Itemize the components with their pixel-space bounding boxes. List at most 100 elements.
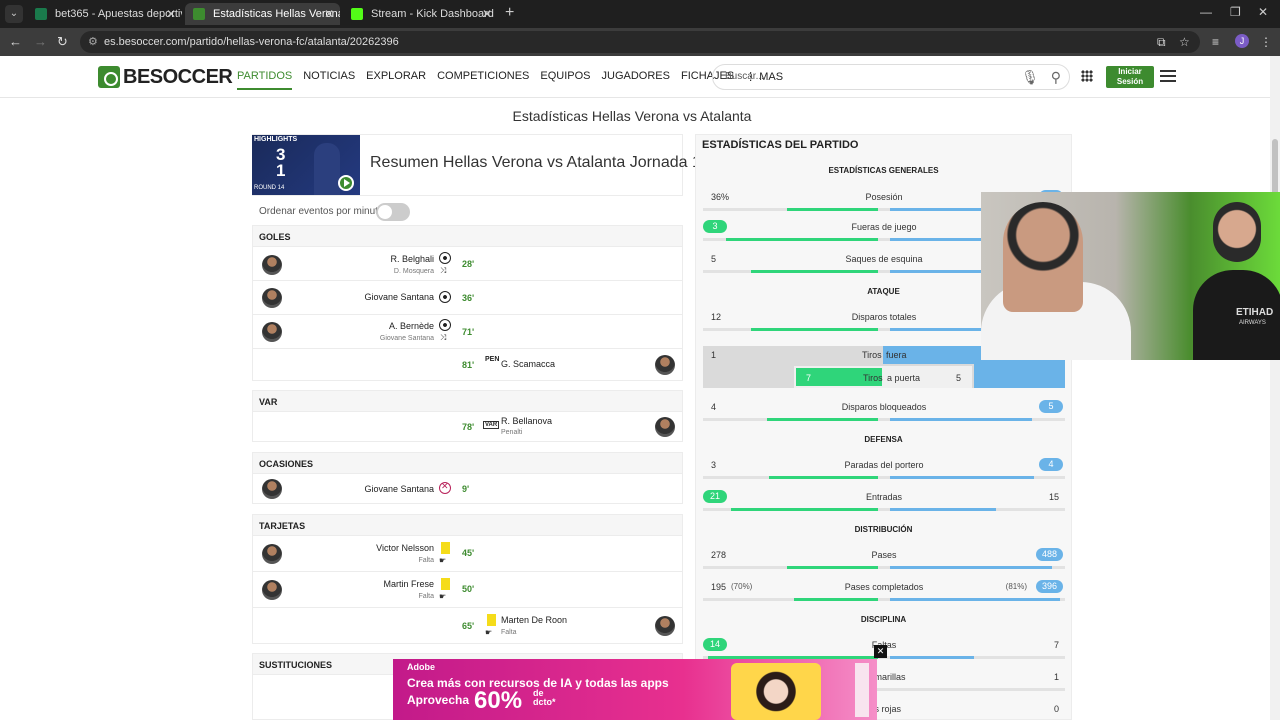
stats-title: ESTADÍSTICAS DEL PARTIDO <box>702 139 859 151</box>
install-icon[interactable]: ⧉ <box>1157 35 1166 49</box>
login-label-2: Sesión <box>1116 77 1144 86</box>
stat-home-pill: 14 <box>703 638 727 651</box>
event-row: Victor Nelsson Falta ☛ 45' <box>252 536 683 572</box>
stat-away-bar <box>890 508 996 511</box>
nav-noticias[interactable]: NOTICIAS <box>303 70 356 82</box>
ad-close-icon[interactable]: ✕ <box>874 645 887 658</box>
hamburger-menu-icon[interactable] <box>1160 70 1176 82</box>
restore-icon[interactable]: ❐ <box>1230 5 1241 19</box>
playlist-icon[interactable]: ≡ <box>1212 35 1220 49</box>
stat-row-disparos: 12 Disparos totales <box>703 310 1065 336</box>
card-player[interactable]: Martin Frese <box>383 579 434 589</box>
video-thumbnail[interactable]: HIGHLIGHTS 3 1 ROUND 14 <box>252 135 360 195</box>
logo-text: BESOCCER <box>123 65 233 88</box>
nav-mas[interactable]: ⋮ MAS <box>745 71 784 83</box>
ad-suffix: de dcto* <box>533 688 556 707</box>
apps-grid-icon[interactable] <box>1081 70 1093 82</box>
nav-jugadores[interactable]: JUGADORES <box>601 70 670 82</box>
forward-icon[interactable]: → <box>34 34 47 49</box>
stat-away-bar <box>890 418 1032 421</box>
nav-equipos[interactable]: EQUIPOS <box>540 70 591 82</box>
stat-home-value: 12 <box>711 312 722 322</box>
stat-home-bar <box>794 598 878 601</box>
guest-shirt <box>1193 270 1280 360</box>
video-title[interactable]: Resumen Hellas Verona vs Atalanta Jornad… <box>370 154 710 171</box>
stat-row-pases: 278 Pases 488 <box>703 548 1065 574</box>
stat-home-bar <box>708 656 878 659</box>
besoccer-logo[interactable]: BESOCCER <box>98 65 233 89</box>
goal-player[interactable]: A. Bernède <box>388 321 434 331</box>
stat-label: Pases completados <box>844 582 924 592</box>
goal-ball-icon <box>439 291 451 303</box>
minimize-icon[interactable]: — <box>1200 5 1212 19</box>
stat-row-pases-completados: 195 (70%) Pases completados (81%) 396 <box>703 580 1065 606</box>
stat-row-rojas: tas rojas 0 <box>703 702 1065 728</box>
stat-away-value: 7 <box>1053 640 1059 650</box>
close-icon[interactable]: ✕ <box>323 7 334 21</box>
group-general: ESTADÍSTICAS GENERALES <box>828 166 939 175</box>
stat-away-value: 0 <box>1053 704 1059 714</box>
adobe-ad-banner[interactable]: Adobe Crea más con recursos de IA y toda… <box>393 659 877 720</box>
bet365-favicon-icon <box>35 8 47 20</box>
event-row: Giovane Santana 9' <box>252 474 683 504</box>
stat-home-pill: 3 <box>703 220 727 233</box>
tab-bet365[interactable]: bet365 - Apuestas deportivas e ✕ <box>27 3 182 25</box>
goal-player[interactable]: Giovane Santana <box>364 292 434 302</box>
var-player[interactable]: R. Bellanova <box>501 416 553 426</box>
shirt-sponsor-text: ETIHAD <box>1236 307 1274 318</box>
close-icon[interactable]: ✕ <box>481 7 492 21</box>
window-close-icon[interactable]: ✕ <box>1258 5 1269 19</box>
stat-home-bar <box>787 208 878 211</box>
nav-partidos[interactable]: PARTIDOS <box>237 70 293 90</box>
nav-competiciones[interactable]: COMPETICIONES <box>437 70 530 82</box>
goal-player[interactable]: G. Scamacca <box>501 359 556 369</box>
login-button[interactable]: Iniciar Sesión <box>1106 66 1154 88</box>
avatar <box>262 580 282 600</box>
profile-avatar[interactable]: J <box>1235 34 1249 48</box>
stat-row-entradas: 21 Entradas 15 <box>703 490 1065 516</box>
stat-track <box>703 270 1065 273</box>
stat-away-value: 1 <box>1053 672 1059 682</box>
tab-kick[interactable]: Stream - Kick Dashboard ✕ <box>343 3 498 25</box>
tab-besoccer[interactable]: Estadísticas Hellas Verona vs At ✕ <box>185 3 340 25</box>
stat-away-bar <box>890 270 1017 273</box>
event-row: 65' ☛ Marten De Roon Falta <box>252 608 683 644</box>
avatar <box>262 544 282 564</box>
microphone-icon[interactable]: 🎙 <box>1021 69 1039 85</box>
bookmark-star-icon[interactable]: ☆ <box>1179 35 1190 49</box>
stat-away-pill: 488 <box>1035 548 1063 561</box>
assist-icon: ⤨ <box>440 266 447 275</box>
card-player[interactable]: Victor Nelsson <box>376 543 434 553</box>
stat-home-bar <box>726 238 878 241</box>
stat-away-pill: 4 <box>1039 458 1063 471</box>
goal-player[interactable]: R. Belghali <box>390 254 434 264</box>
new-tab-icon[interactable]: + <box>505 4 515 21</box>
order-toggle[interactable] <box>376 203 410 221</box>
play-icon[interactable] <box>338 175 354 191</box>
close-icon[interactable]: ✕ <box>165 7 176 21</box>
stat-away-percent: (81%) <box>1005 582 1027 591</box>
tab-search-icon[interactable]: ⌄ <box>5 5 23 23</box>
page-scrollbar[interactable] <box>1270 56 1280 720</box>
foul-icon: ☛ <box>485 628 493 637</box>
section-ocasiones: OCASIONES <box>252 452 683 474</box>
shots-on-away-value: 5 <box>956 373 962 383</box>
reload-icon[interactable]: ↻ <box>57 34 68 49</box>
assist-player: Giovane Santana <box>379 335 434 342</box>
var-detail: Penalti <box>501 429 523 436</box>
group-defensa: DEFENSA <box>864 435 903 444</box>
card-player[interactable]: Marten De Roon <box>501 615 568 625</box>
scroll-thumb[interactable] <box>1272 139 1278 209</box>
back-icon[interactable]: ← <box>9 34 22 49</box>
shots-off-label-right: fuera <box>886 350 907 360</box>
stat-track <box>703 508 1065 511</box>
url-text: es.besoccer.com/partido/hellas-verona-fc… <box>104 36 399 48</box>
nav-explorar[interactable]: EXPLORAR <box>366 70 427 82</box>
site-info-icon[interactable]: ⚙ <box>88 36 98 48</box>
url-field[interactable]: ⚙ es.besoccer.com/partido/hellas-verona-… <box>80 31 1200 53</box>
search-input[interactable]: Buscar... 🎙 ⚲ <box>712 64 1070 90</box>
chance-player[interactable]: Giovane Santana <box>364 484 434 494</box>
main-nav: PARTIDOS NOTICIAS EXPLORAR COMPETICIONES… <box>237 70 794 90</box>
search-icon[interactable]: ⚲ <box>1050 69 1061 85</box>
browser-menu-icon[interactable]: ⋮ <box>1260 35 1272 49</box>
